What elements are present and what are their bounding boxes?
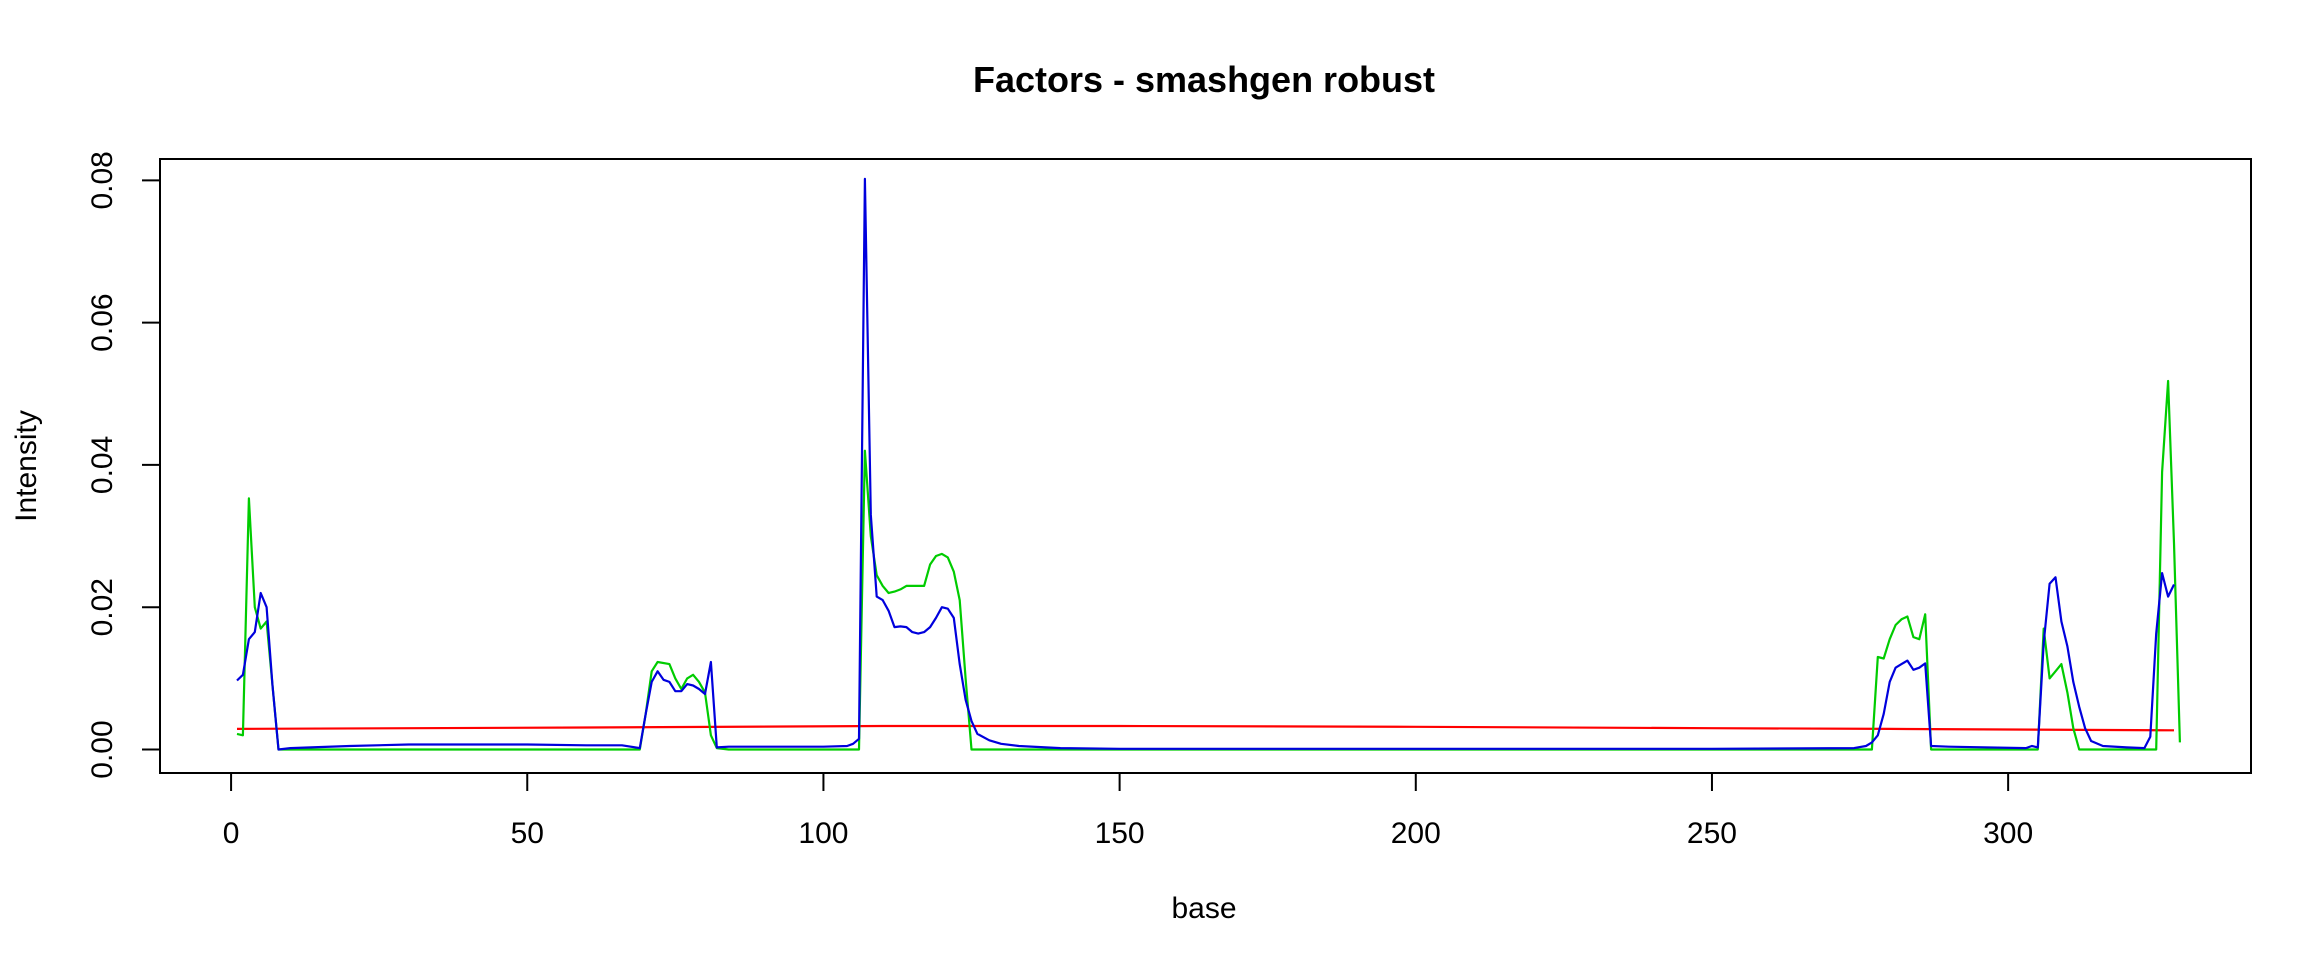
y-axis-label: Intensity bbox=[10, 410, 43, 522]
x-tick-label: 100 bbox=[798, 817, 848, 850]
x-axis: 0 50 100 150 200 250 300 bbox=[223, 772, 2033, 850]
x-axis-label: base bbox=[1171, 892, 1236, 925]
y-tick-label: 0.04 bbox=[86, 436, 119, 494]
y-tick-label: 0.06 bbox=[86, 293, 119, 351]
blue-series-line bbox=[236, 177, 2175, 751]
x-tick-label: 0 bbox=[223, 817, 240, 850]
x-tick-label: 150 bbox=[1095, 817, 1145, 850]
x-tick-label: 200 bbox=[1391, 817, 1441, 850]
y-tick-label: 0.00 bbox=[86, 720, 119, 778]
y-axis: 0.00 0.02 0.04 0.06 0.08 bbox=[86, 151, 161, 779]
series-layer bbox=[236, 177, 2181, 751]
x-tick-label: 50 bbox=[511, 817, 544, 850]
y-tick-label: 0.08 bbox=[86, 151, 119, 209]
x-tick-label: 300 bbox=[1983, 817, 2033, 850]
x-tick-label: 250 bbox=[1687, 817, 1737, 850]
y-tick-label: 0.02 bbox=[86, 578, 119, 636]
plot-area-frame bbox=[159, 158, 2252, 774]
red-series-line bbox=[236, 724, 2175, 732]
chart-title: Factors - smashgen robust bbox=[973, 59, 1435, 100]
